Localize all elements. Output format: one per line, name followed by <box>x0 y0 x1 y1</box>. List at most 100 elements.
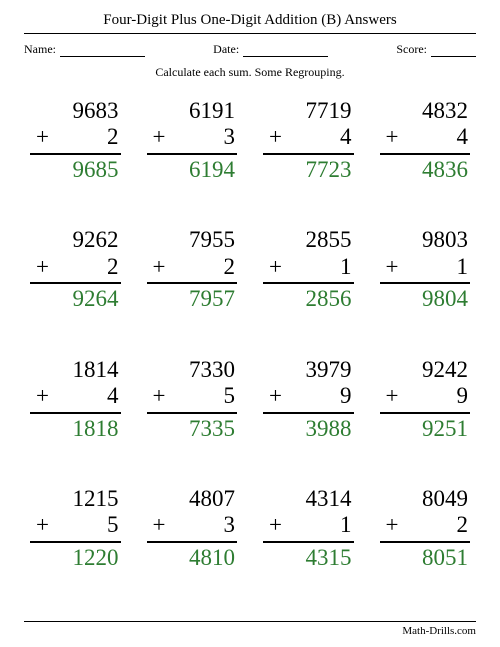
plus-sign: + <box>153 254 166 280</box>
problem-14: 4314+14315 <box>263 486 354 571</box>
addend-top: 9683 <box>30 98 121 124</box>
addend-top: 4807 <box>147 486 238 512</box>
problem-9: 7330+57335 <box>147 357 238 442</box>
plus-sign: + <box>36 512 49 538</box>
problem-10: 3979+93988 <box>263 357 354 442</box>
addend-bottom-row: +1 <box>263 512 354 542</box>
addend-top: 1215 <box>30 486 121 512</box>
answer: 9251 <box>380 414 471 442</box>
addend-bottom: 9 <box>340 383 352 408</box>
addend-top: 7719 <box>263 98 354 124</box>
addend-bottom-row: +2 <box>30 124 121 154</box>
rule-bottom <box>24 621 476 622</box>
subtitle: Calculate each sum. Some Regrouping. <box>24 65 476 80</box>
problem-3: 4832+44836 <box>380 98 471 183</box>
addend-bottom: 1 <box>457 254 469 279</box>
addend-top: 3979 <box>263 357 354 383</box>
problem-12: 1215+51220 <box>30 486 121 571</box>
addend-top: 9803 <box>380 227 471 253</box>
addend-bottom: 2 <box>457 512 469 537</box>
addend-top: 2855 <box>263 227 354 253</box>
name-blank[interactable] <box>60 45 145 57</box>
page-title: Four-Digit Plus One-Digit Addition (B) A… <box>24 12 476 29</box>
plus-sign: + <box>153 512 166 538</box>
answer: 4810 <box>147 543 238 571</box>
addend-bottom: 4 <box>107 383 119 408</box>
date-blank[interactable] <box>243 45 328 57</box>
footer-text: Math-Drills.com <box>24 625 476 637</box>
plus-sign: + <box>36 124 49 150</box>
problem-2: 7719+47723 <box>263 98 354 183</box>
addend-top: 8049 <box>380 486 471 512</box>
addend-bottom-row: +2 <box>30 254 121 284</box>
plus-sign: + <box>269 124 282 150</box>
plus-sign: + <box>269 383 282 409</box>
answer: 8051 <box>380 543 471 571</box>
answer: 4315 <box>263 543 354 571</box>
answer: 6194 <box>147 155 238 183</box>
date-field: Date: <box>213 42 328 57</box>
addend-bottom-row: +5 <box>30 512 121 542</box>
addend-top: 7330 <box>147 357 238 383</box>
name-field: Name: <box>24 42 145 57</box>
problem-13: 4807+34810 <box>147 486 238 571</box>
addend-bottom: 4 <box>457 124 469 149</box>
meta-row: Name: Date: Score: <box>24 42 476 57</box>
answer: 9264 <box>30 284 121 312</box>
addend-bottom-row: +2 <box>147 254 238 284</box>
problem-4: 9262+29264 <box>30 227 121 312</box>
answer: 1220 <box>30 543 121 571</box>
addend-top: 9242 <box>380 357 471 383</box>
plus-sign: + <box>269 512 282 538</box>
answer: 4836 <box>380 155 471 183</box>
score-field: Score: <box>396 42 476 57</box>
plus-sign: + <box>386 512 399 538</box>
score-blank[interactable] <box>431 45 476 57</box>
plus-sign: + <box>36 383 49 409</box>
addend-bottom: 2 <box>107 254 119 279</box>
addend-bottom: 1 <box>340 512 352 537</box>
problem-8: 1814+41818 <box>30 357 121 442</box>
problem-6: 2855+12856 <box>263 227 354 312</box>
problem-0: 9683+29685 <box>30 98 121 183</box>
addend-bottom-row: +4 <box>380 124 471 154</box>
addend-bottom-row: +2 <box>380 512 471 542</box>
addend-bottom-row: +4 <box>263 124 354 154</box>
answer: 7335 <box>147 414 238 442</box>
plus-sign: + <box>386 383 399 409</box>
plus-sign: + <box>386 124 399 150</box>
addend-top: 6191 <box>147 98 238 124</box>
answer: 1818 <box>30 414 121 442</box>
addend-top: 9262 <box>30 227 121 253</box>
addend-bottom-row: +3 <box>147 512 238 542</box>
addend-top: 1814 <box>30 357 121 383</box>
addend-top: 4314 <box>263 486 354 512</box>
addend-top: 7955 <box>147 227 238 253</box>
problem-11: 9242+99251 <box>380 357 471 442</box>
rule-top <box>24 33 476 34</box>
answer: 3988 <box>263 414 354 442</box>
addend-bottom-row: +4 <box>30 383 121 413</box>
addend-bottom-row: +9 <box>263 383 354 413</box>
plus-sign: + <box>153 383 166 409</box>
addend-bottom-row: +1 <box>263 254 354 284</box>
footer: Math-Drills.com <box>24 621 476 637</box>
answer: 2856 <box>263 284 354 312</box>
answer: 9685 <box>30 155 121 183</box>
problem-7: 9803+19804 <box>380 227 471 312</box>
name-label: Name: <box>24 42 56 57</box>
plus-sign: + <box>269 254 282 280</box>
addend-bottom: 1 <box>340 254 352 279</box>
plus-sign: + <box>36 254 49 280</box>
problem-15: 8049+28051 <box>380 486 471 571</box>
date-label: Date: <box>213 42 239 57</box>
addend-bottom: 3 <box>224 512 236 537</box>
answer: 9804 <box>380 284 471 312</box>
problem-1: 6191+36194 <box>147 98 238 183</box>
addend-bottom: 5 <box>224 383 236 408</box>
plus-sign: + <box>386 254 399 280</box>
addend-bottom-row: +5 <box>147 383 238 413</box>
addend-bottom: 2 <box>224 254 236 279</box>
addend-bottom: 2 <box>107 124 119 149</box>
addend-bottom-row: +1 <box>380 254 471 284</box>
